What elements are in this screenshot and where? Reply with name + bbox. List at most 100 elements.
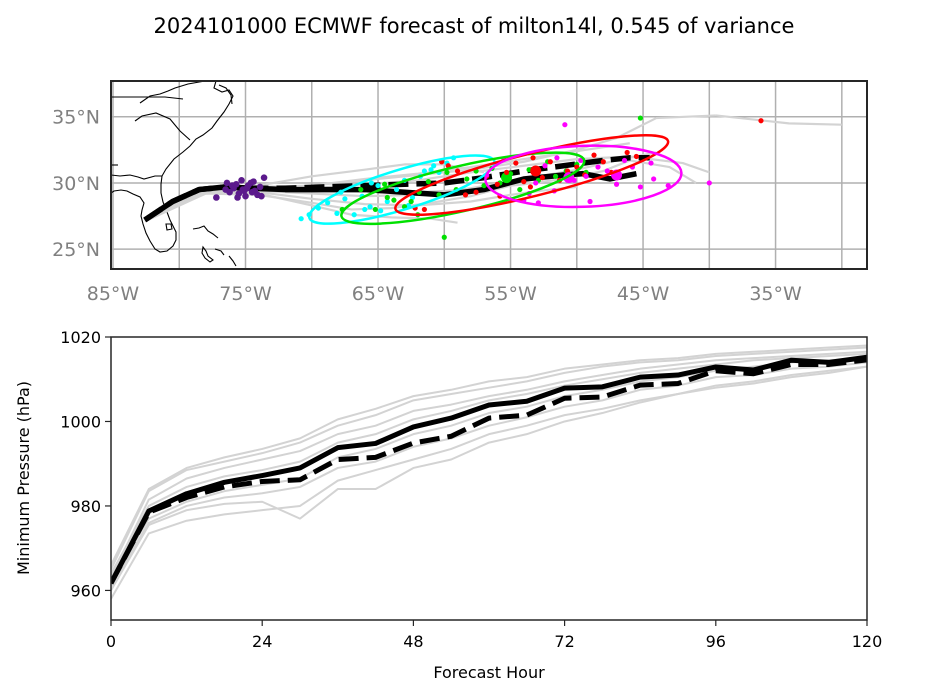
pressure-y-ticks: 960 980 1000 1020 xyxy=(60,328,111,600)
state-border-va-nc xyxy=(139,81,206,104)
x-axis-label: Forecast Hour xyxy=(433,663,545,682)
member-track xyxy=(715,114,842,126)
magenta-point xyxy=(637,184,643,190)
cyan-point xyxy=(375,182,381,189)
red-point xyxy=(539,175,545,181)
red-point xyxy=(633,153,640,160)
uncertainty-ellipses xyxy=(307,134,683,226)
red-point xyxy=(513,160,519,166)
initial-position-point xyxy=(260,174,268,181)
bahamas-2 xyxy=(201,245,214,263)
member-pressure-line xyxy=(111,361,867,587)
initial-position-point xyxy=(250,178,257,185)
initial-position-point xyxy=(248,188,256,196)
magenta-point xyxy=(665,182,671,189)
magenta-ellipse xyxy=(484,144,683,209)
magenta-point xyxy=(562,122,568,128)
red-point xyxy=(494,181,500,187)
track-map-panel: 85°W 75°W 65°W 55°W 45°W 35°W 25°N 30°N 35°N xyxy=(52,80,868,305)
initial-position-point xyxy=(238,176,245,184)
red-point xyxy=(600,159,606,165)
initial-position-point xyxy=(213,194,220,201)
red-point xyxy=(624,149,630,156)
cyan-point xyxy=(368,180,374,186)
map-x-tick-label: 55°W xyxy=(484,283,537,305)
bahamas-1 xyxy=(192,225,219,239)
green-point xyxy=(425,179,431,185)
magenta-point xyxy=(542,163,548,169)
green-point xyxy=(552,173,559,179)
magenta-point xyxy=(583,173,589,179)
cyan-point xyxy=(428,167,434,173)
green-point xyxy=(637,115,643,121)
magenta-point xyxy=(533,180,539,186)
red-point xyxy=(421,206,427,213)
map-x-tick-label: 35°W xyxy=(749,283,802,305)
cyan-point xyxy=(298,216,304,222)
green-point xyxy=(384,194,390,201)
coastline-east-us xyxy=(111,81,234,253)
magenta-point xyxy=(706,180,712,186)
x-tick-label: 120 xyxy=(852,632,883,651)
cyan-point xyxy=(362,206,368,213)
outer-banks xyxy=(218,84,233,105)
green-point xyxy=(408,198,414,205)
map-x-tick-labels: 85°W 75°W 65°W 55°W 45°W 35°W xyxy=(87,283,802,305)
member-pressure-line xyxy=(111,357,867,583)
chart-title: 2024101000 ECMWF forecast of milton14l, … xyxy=(153,14,795,38)
red-point xyxy=(462,192,469,198)
magenta-point xyxy=(613,181,620,187)
green-point xyxy=(358,186,364,193)
y-axis-label: Minimum Pressure (hPa) xyxy=(14,381,33,575)
cyan-point xyxy=(334,210,340,216)
map-y-tick-label: 25°N xyxy=(52,239,100,261)
cyan-point xyxy=(367,204,373,210)
bahamas-3 xyxy=(214,248,225,256)
magenta-point xyxy=(578,157,584,164)
red-point xyxy=(591,152,597,158)
cyan-point xyxy=(378,208,384,214)
red-point xyxy=(521,179,527,185)
dashed-pressure-line xyxy=(111,357,867,585)
initial-position-point xyxy=(228,182,236,189)
initial-position-point xyxy=(223,179,231,187)
coastline-borders xyxy=(111,81,237,267)
map-y-tick-label: 30°N xyxy=(52,173,100,195)
red-point xyxy=(547,159,553,165)
y-tick-label: 1000 xyxy=(60,412,101,431)
pressure-panel: 0 24 48 72 96 120 960 980 1000 1020 Forecast Hou… xyxy=(14,328,882,682)
initial-position-point xyxy=(258,192,265,200)
green-point xyxy=(441,234,447,240)
map-y-tick-labels: 25°N 30°N 35°N xyxy=(52,107,100,261)
initial-position-point xyxy=(242,192,249,200)
magenta-point xyxy=(604,168,610,174)
cyan-point xyxy=(325,200,331,206)
member-pressure-line xyxy=(111,365,867,600)
initial-position-point xyxy=(240,187,248,195)
red-point xyxy=(758,118,764,124)
cyan-ellipse xyxy=(307,154,496,225)
member-pressure-line xyxy=(111,344,867,566)
green-point xyxy=(382,181,388,187)
solid-pressure-line xyxy=(111,354,867,585)
cyan-point xyxy=(393,186,400,193)
cyan-point xyxy=(409,194,416,201)
red-point xyxy=(473,189,479,195)
cyan-point xyxy=(351,212,357,218)
lake-okeechobee xyxy=(165,223,173,231)
cyan-point xyxy=(384,198,390,205)
green-mean-point xyxy=(501,172,513,184)
cyan-point xyxy=(431,163,437,169)
initial-position-point xyxy=(234,194,241,201)
magenta-point xyxy=(621,157,628,164)
magenta-point xyxy=(554,155,560,161)
state-border-sc-ga xyxy=(134,112,191,141)
y-tick-label: 980 xyxy=(70,497,101,516)
magenta-point xyxy=(595,164,601,170)
magenta-point xyxy=(648,160,654,166)
map-x-tick-label: 65°W xyxy=(352,283,405,305)
x-tick-label: 72 xyxy=(554,632,574,651)
x-tick-label: 24 xyxy=(252,632,272,651)
x-tick-label: 96 xyxy=(706,632,726,651)
map-y-tick-label: 35°N xyxy=(52,107,100,129)
